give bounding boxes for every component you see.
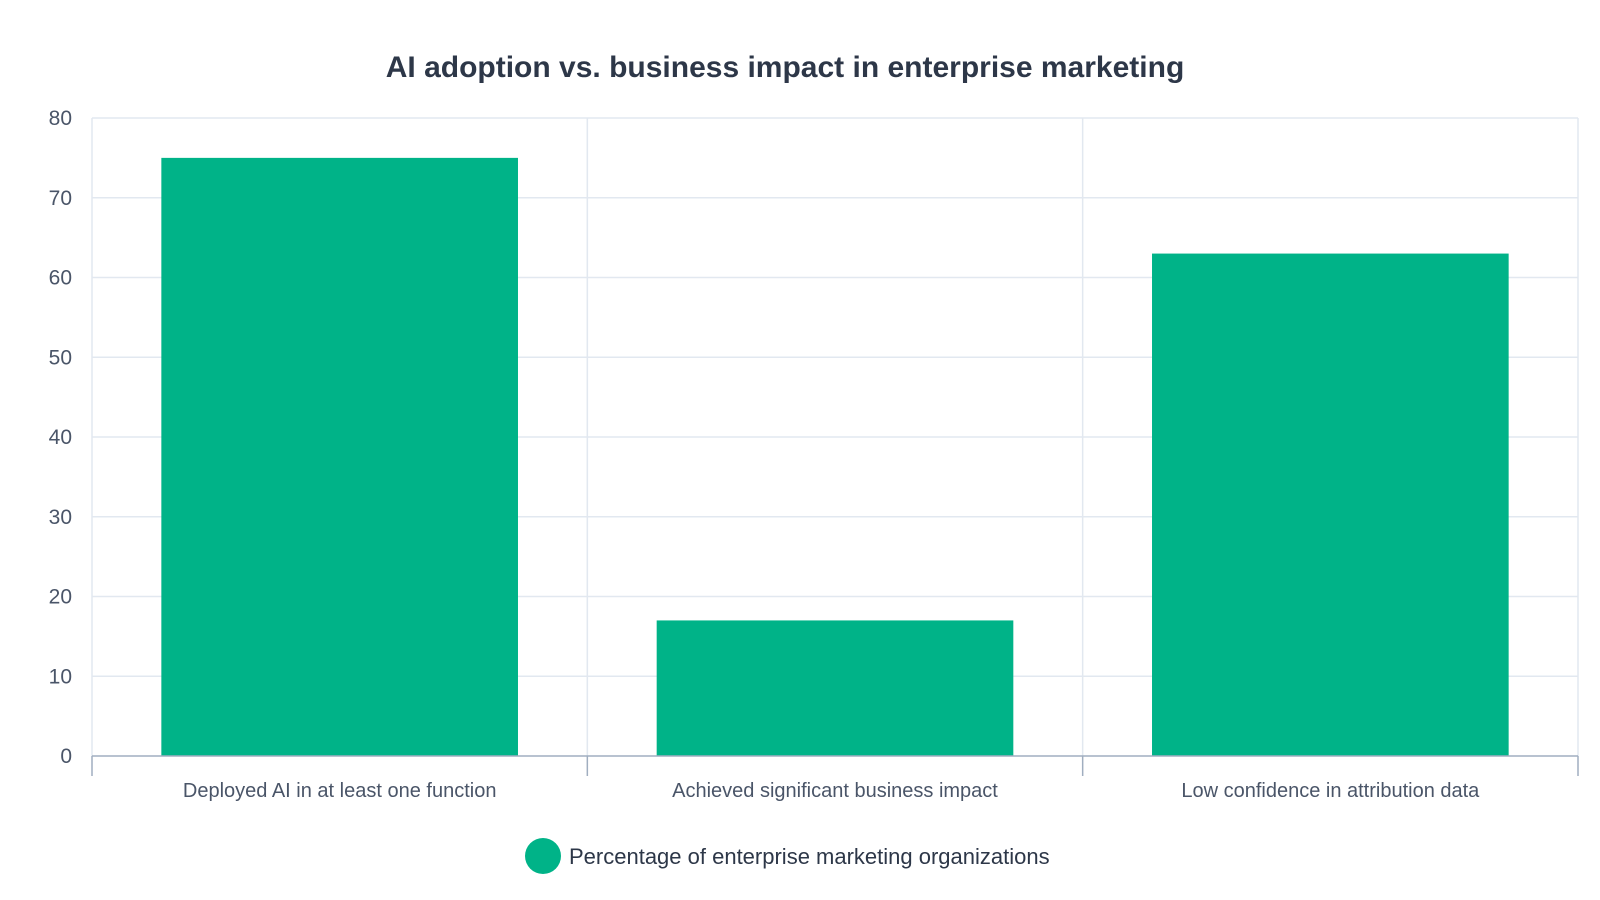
axes: 0 10 20 30 40 50 60 70 80 Deployed AI in at least… bbox=[49, 107, 1579, 802]
x-tick-label: Deployed AI in at least one function bbox=[183, 780, 497, 802]
bar bbox=[1152, 253, 1509, 756]
y-tick-label: 10 bbox=[49, 665, 72, 688]
bar bbox=[161, 157, 518, 756]
y-tick-label: 30 bbox=[49, 506, 72, 529]
y-tick-label: 20 bbox=[49, 586, 72, 609]
legend-label: Percentage of enterprise marketing organ… bbox=[569, 844, 1050, 869]
chart-title: AI adoption vs. business impact in enter… bbox=[386, 51, 1185, 84]
bars bbox=[161, 157, 1509, 756]
y-tick-label: 70 bbox=[49, 187, 72, 210]
y-tick-label: 50 bbox=[49, 346, 72, 369]
y-tick-label: 80 bbox=[49, 107, 72, 130]
y-tick-label: 40 bbox=[49, 426, 72, 449]
bar bbox=[656, 620, 1014, 756]
y-tick-label: 60 bbox=[49, 267, 72, 290]
y-tick-label: 0 bbox=[60, 745, 72, 768]
legend-swatch bbox=[525, 838, 561, 874]
legend: Percentage of enterprise marketing organ… bbox=[525, 838, 1050, 874]
x-tick-label: Low confidence in attribution data bbox=[1181, 780, 1480, 802]
x-tick-label: Achieved significant business impact bbox=[672, 780, 998, 802]
